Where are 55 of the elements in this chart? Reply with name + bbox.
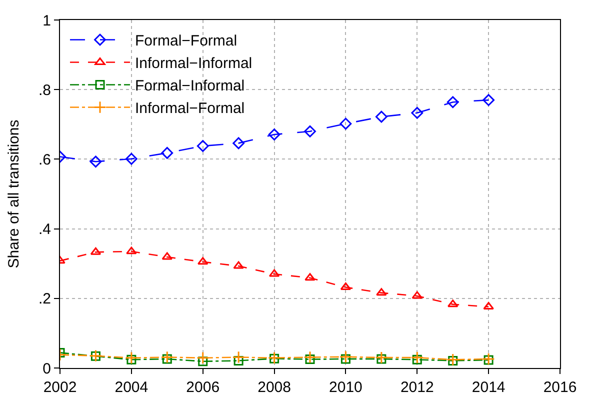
point xyxy=(90,156,102,168)
point xyxy=(484,355,494,365)
point xyxy=(125,152,138,165)
point xyxy=(446,96,459,108)
point xyxy=(305,354,315,364)
x-tick-label: 2002 xyxy=(43,379,77,396)
point xyxy=(126,354,136,364)
x-tick-label: 2006 xyxy=(186,379,220,396)
point xyxy=(412,354,422,364)
x-tick-label: 2016 xyxy=(543,379,577,396)
x-tick-label: 2014 xyxy=(472,379,506,396)
point xyxy=(232,350,245,364)
y-tick-label: .8 xyxy=(38,82,51,99)
point xyxy=(411,106,424,119)
point xyxy=(376,288,387,296)
point xyxy=(196,352,210,364)
legend-label: Informal−Informal xyxy=(135,55,252,72)
point xyxy=(125,352,138,364)
point xyxy=(234,356,244,366)
y-axis-title: Share of all transitions xyxy=(6,120,23,268)
point xyxy=(304,125,316,138)
point xyxy=(160,350,174,364)
point xyxy=(375,110,388,123)
point xyxy=(375,351,388,364)
point xyxy=(162,354,172,364)
point xyxy=(196,140,209,152)
x-tick-label: 2012 xyxy=(400,379,434,396)
point xyxy=(448,356,458,366)
point xyxy=(198,356,208,366)
point xyxy=(376,354,386,364)
point xyxy=(482,94,495,106)
point xyxy=(340,118,352,130)
point xyxy=(126,246,137,254)
point xyxy=(410,351,424,364)
point xyxy=(232,137,245,150)
x-tick-label: 2010 xyxy=(329,379,362,396)
x-tick-label: 2008 xyxy=(258,379,291,396)
point xyxy=(304,350,316,364)
y-tick-label: .2 xyxy=(38,290,51,308)
y-tick-label: 0 xyxy=(42,360,51,378)
point xyxy=(446,353,460,366)
point xyxy=(340,354,350,364)
legend-label: Informal−Formal xyxy=(135,100,245,118)
y-tick-label: .4 xyxy=(38,221,51,238)
x-tick-label: 2004 xyxy=(114,379,148,396)
y-tick-label: 1 xyxy=(42,12,51,30)
point xyxy=(268,128,280,140)
point xyxy=(339,350,352,364)
point xyxy=(233,261,244,269)
point xyxy=(161,146,174,159)
legend-label: Formal−Formal xyxy=(135,32,238,50)
point xyxy=(304,273,316,281)
point xyxy=(482,352,495,366)
legend-label: Formal−Informal xyxy=(135,78,245,95)
y-tick-label: .6 xyxy=(38,151,51,168)
